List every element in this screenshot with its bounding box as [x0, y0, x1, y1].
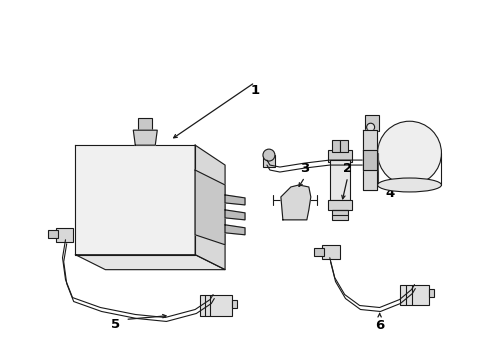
Bar: [56, 228, 73, 242]
Polygon shape: [75, 145, 195, 255]
Bar: [200, 294, 232, 316]
Text: 4: 4: [384, 188, 393, 201]
Circle shape: [366, 123, 374, 131]
Circle shape: [377, 121, 441, 185]
Bar: [428, 289, 433, 297]
Polygon shape: [224, 195, 244, 205]
Polygon shape: [195, 170, 224, 245]
Polygon shape: [362, 150, 376, 170]
Polygon shape: [195, 145, 224, 270]
Bar: [364, 115, 378, 131]
Bar: [327, 150, 351, 162]
Bar: [331, 210, 347, 220]
Circle shape: [263, 149, 274, 161]
Circle shape: [290, 196, 298, 204]
Text: 6: 6: [374, 319, 384, 332]
Polygon shape: [224, 210, 244, 220]
Bar: [399, 285, 428, 305]
Bar: [138, 118, 152, 130]
Text: 5: 5: [111, 318, 120, 331]
Text: 3: 3: [300, 162, 309, 175]
Text: 1: 1: [250, 84, 259, 97]
Bar: [339, 140, 347, 152]
Bar: [327, 200, 351, 210]
Bar: [331, 140, 339, 152]
Ellipse shape: [377, 178, 441, 192]
Bar: [329, 160, 349, 200]
Text: 2: 2: [343, 162, 351, 175]
Bar: [313, 248, 323, 256]
Polygon shape: [224, 225, 244, 235]
Polygon shape: [133, 130, 157, 145]
Polygon shape: [362, 130, 376, 190]
Polygon shape: [280, 185, 310, 220]
Polygon shape: [75, 255, 224, 270]
Bar: [232, 300, 237, 307]
Bar: [321, 245, 339, 259]
Bar: [47, 230, 58, 238]
Bar: [263, 155, 274, 167]
